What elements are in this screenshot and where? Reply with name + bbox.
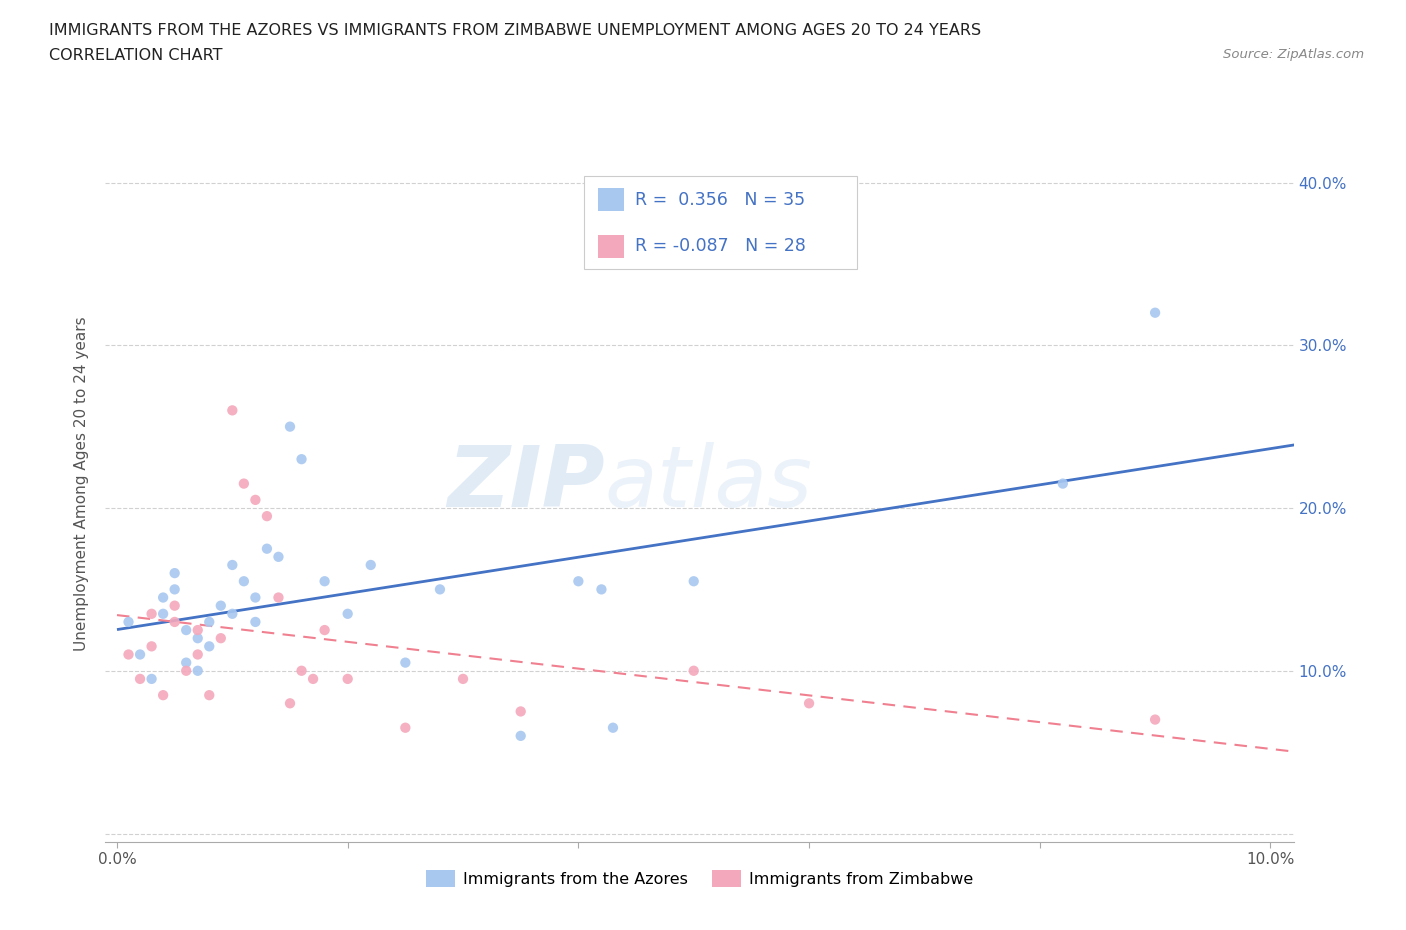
Point — [174, 656, 197, 671]
Bar — [585, 176, 856, 269]
Point — [221, 403, 243, 418]
Point — [336, 671, 359, 686]
Bar — [599, 188, 624, 211]
Point — [174, 663, 197, 678]
Text: R =  0.356   N = 35: R = 0.356 N = 35 — [636, 191, 806, 208]
Point — [682, 663, 704, 678]
Point — [509, 704, 531, 719]
Point — [117, 647, 139, 662]
Point — [198, 688, 221, 703]
Point — [1144, 305, 1167, 320]
Point — [187, 647, 209, 662]
Legend: Immigrants from the Azores, Immigrants from Zimbabwe: Immigrants from the Azores, Immigrants f… — [426, 870, 973, 887]
Point — [198, 615, 221, 630]
Point — [152, 606, 174, 621]
Text: Source: ZipAtlas.com: Source: ZipAtlas.com — [1223, 48, 1364, 61]
Point — [1144, 712, 1167, 727]
Point — [394, 656, 416, 671]
Point — [129, 647, 152, 662]
Point — [221, 606, 243, 621]
Point — [163, 598, 186, 613]
Point — [290, 663, 312, 678]
Point — [245, 591, 267, 605]
Point — [163, 582, 186, 597]
Point — [232, 476, 254, 491]
Point — [314, 574, 336, 589]
Point — [163, 615, 186, 630]
Text: ZIP: ZIP — [447, 442, 605, 525]
Point — [267, 550, 290, 565]
Text: IMMIGRANTS FROM THE AZORES VS IMMIGRANTS FROM ZIMBABWE UNEMPLOYMENT AMONG AGES 2: IMMIGRANTS FROM THE AZORES VS IMMIGRANTS… — [49, 23, 981, 38]
Point — [509, 728, 531, 743]
Point — [221, 558, 243, 573]
Point — [682, 574, 704, 589]
Point — [267, 591, 290, 605]
Point — [141, 671, 163, 686]
Point — [174, 623, 197, 638]
Point — [163, 565, 186, 580]
Point — [187, 663, 209, 678]
Point — [152, 591, 174, 605]
Text: CORRELATION CHART: CORRELATION CHART — [49, 48, 222, 63]
Point — [302, 671, 325, 686]
Point — [198, 639, 221, 654]
Point — [394, 720, 416, 735]
Point — [290, 452, 312, 467]
Point — [278, 419, 301, 434]
Point — [360, 558, 382, 573]
Point — [232, 574, 254, 589]
Bar — [599, 234, 624, 258]
Point — [314, 623, 336, 638]
Point — [567, 574, 589, 589]
Point — [152, 688, 174, 703]
Point — [141, 639, 163, 654]
Point — [129, 671, 152, 686]
Point — [117, 615, 139, 630]
Point — [1052, 476, 1074, 491]
Point — [245, 493, 267, 508]
Point — [591, 582, 613, 597]
Point — [141, 606, 163, 621]
Point — [278, 696, 301, 711]
Point — [245, 615, 267, 630]
Point — [797, 696, 820, 711]
Point — [451, 671, 474, 686]
Text: atlas: atlas — [605, 442, 813, 525]
Point — [209, 631, 232, 645]
Point — [187, 631, 209, 645]
Point — [602, 720, 624, 735]
Point — [187, 623, 209, 638]
Point — [429, 582, 451, 597]
Y-axis label: Unemployment Among Ages 20 to 24 years: Unemployment Among Ages 20 to 24 years — [75, 316, 90, 651]
Point — [256, 541, 278, 556]
Point — [256, 509, 278, 524]
Text: R = -0.087   N = 28: R = -0.087 N = 28 — [636, 237, 806, 255]
Point — [336, 606, 359, 621]
Point — [209, 598, 232, 613]
